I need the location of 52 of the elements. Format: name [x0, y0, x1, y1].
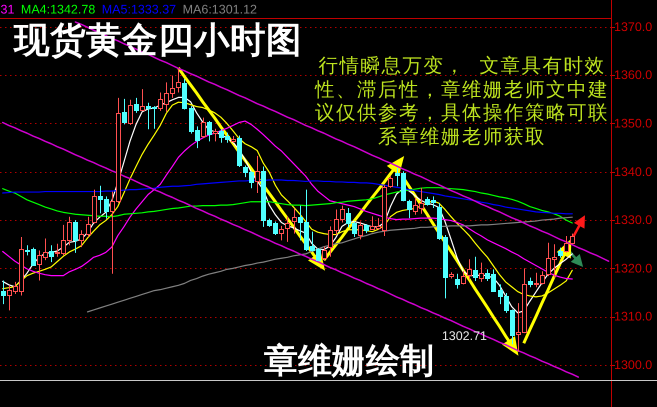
y-tick-label: 1300.0 [614, 358, 652, 372]
candlestick [358, 221, 363, 240]
y-tick-label: 1370.0 [614, 20, 652, 34]
y-tick-label: 1320.0 [614, 261, 652, 276]
candlestick [122, 98, 127, 125]
text: 31 [0, 2, 14, 16]
candlestick [449, 272, 454, 280]
candlestick [364, 223, 369, 234]
line-series [2, 179, 573, 214]
candlestick [49, 244, 54, 263]
candlestick [79, 230, 84, 248]
candlestick [92, 189, 97, 224]
candlestick [134, 97, 139, 114]
candlestick [461, 270, 466, 285]
text: MA5:1333.37 [102, 2, 176, 16]
candlestick [388, 176, 393, 188]
annotation: 章维姗绘制 [264, 341, 434, 381]
candlestick [207, 120, 212, 142]
line-series [2, 120, 573, 280]
candlestick [237, 135, 242, 168]
candlestick [473, 256, 478, 282]
candlestick [558, 247, 563, 258]
candlestick [467, 258, 472, 280]
y-tick-label: 1340.0 [614, 164, 652, 179]
candlestick [213, 128, 218, 142]
y-tick-label: 1360.0 [614, 68, 652, 82]
text: MA4:1342.78 [20, 2, 96, 16]
candlestick [279, 225, 284, 241]
candlestick [140, 88, 145, 112]
text: MA6:1301.12 [182, 2, 258, 16]
candlestick [285, 216, 290, 242]
candlestick [292, 208, 297, 234]
y-tick-label: 1310.0 [614, 310, 652, 324]
annotation: 1302.71 [442, 329, 488, 343]
candlestick [407, 199, 412, 219]
candlestick [479, 262, 484, 282]
candlestick [528, 277, 533, 288]
candlestick [1, 280, 6, 305]
y-tick-label: 1330.0 [614, 213, 652, 228]
candlestick [182, 78, 187, 110]
candlestick [201, 117, 206, 138]
candlestick [231, 136, 236, 144]
candlestick [455, 273, 460, 290]
candlestick [176, 68, 181, 94]
annotation: 行情瞬息万变， 文章具有时效性、滞后性，章维姗老师文中建议仅供参考，具体操作策略可联系章维姗老师获取 [315, 54, 609, 148]
candlestick [86, 216, 91, 238]
candlestick [255, 155, 260, 194]
line-series [2, 122, 580, 378]
y-tick-label: 1350.0 [614, 116, 652, 130]
candlestick [73, 220, 78, 254]
candlestick [128, 99, 133, 126]
candlestick [322, 246, 327, 261]
